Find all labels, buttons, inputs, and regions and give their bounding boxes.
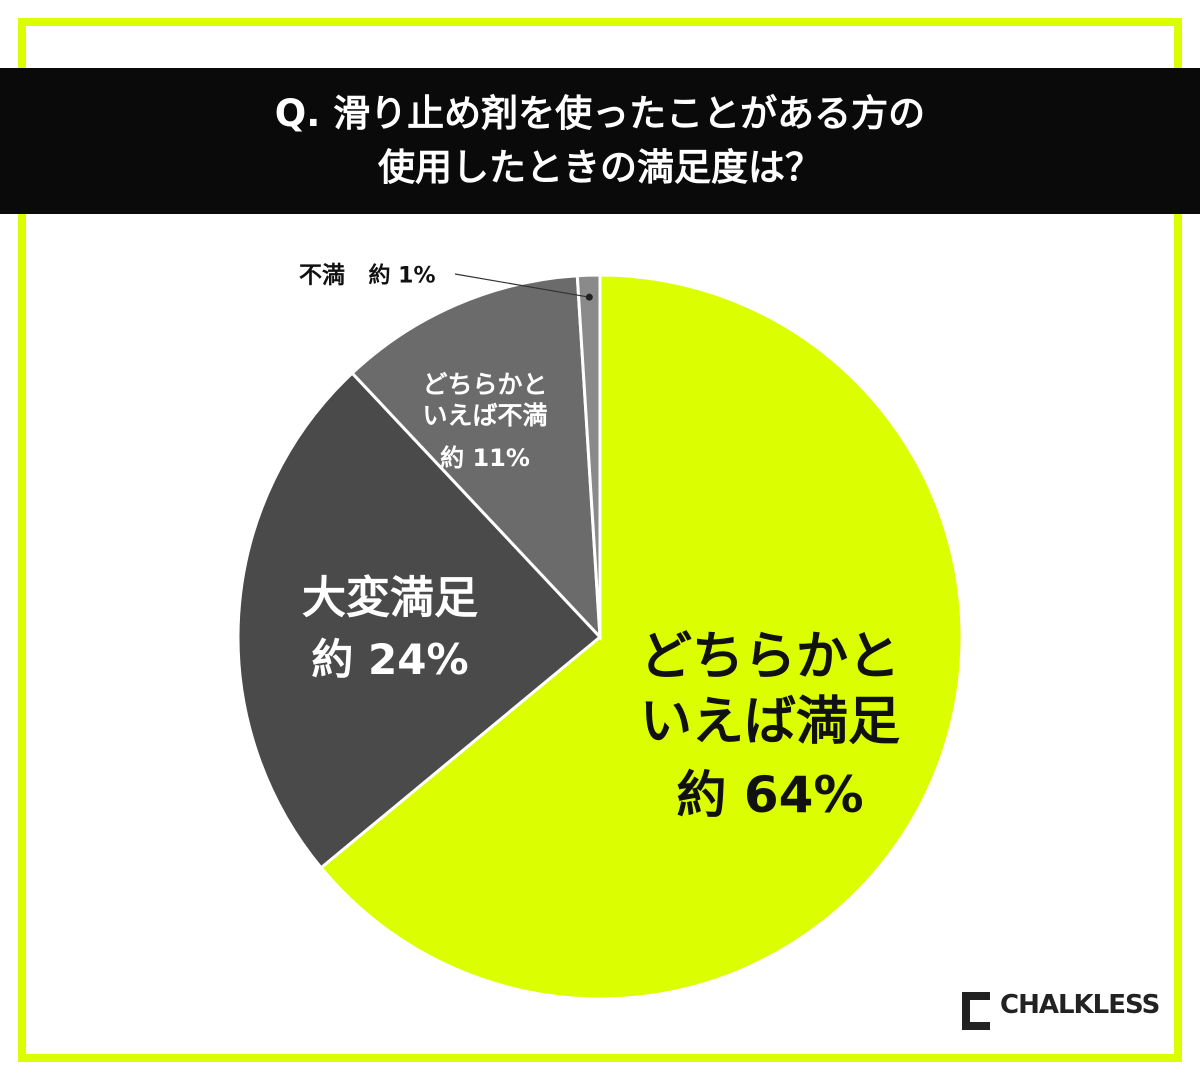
pie-slice	[575, 273, 602, 638]
leader-dot	[585, 293, 593, 301]
value-label: 約 11%	[440, 444, 530, 472]
chart-title: Q. 滑り止め剤を使ったことがある方の 使用したときの満足度は？	[274, 92, 926, 189]
pie-slice	[350, 274, 602, 642]
value-label: 約 24%	[311, 634, 469, 684]
frame	[18, 18, 1182, 1062]
pie-slice	[236, 370, 603, 870]
value-label: 約 64%	[676, 765, 864, 824]
category-label: 大変満足	[302, 572, 478, 624]
logo: CHALKLESS	[1000, 990, 1160, 1020]
title-band: Q. 滑り止め剤を使ったことがある方の 使用したときの満足度は？	[0, 68, 1200, 214]
category-label: 不満	[299, 262, 345, 289]
pie-slice	[318, 273, 964, 1001]
logo-icon	[962, 992, 990, 1030]
leader-line	[454, 273, 590, 298]
value-label: 約 1%	[368, 263, 436, 289]
category-label: どちらかと いえば不満	[422, 369, 548, 430]
category-label: どちらかと いえば満足	[639, 627, 901, 752]
